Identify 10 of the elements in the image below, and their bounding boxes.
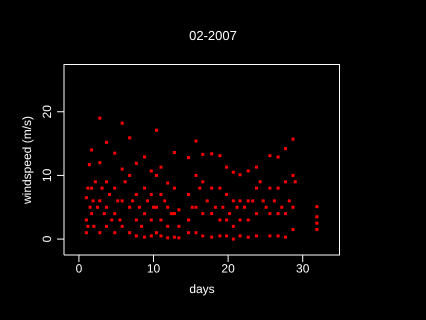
x-tick-label: 20 — [221, 262, 236, 276]
x-tick-label: 30 — [296, 262, 310, 276]
x-tick-label: 0 — [76, 262, 83, 276]
y-tick-label: 20 — [40, 104, 54, 118]
y-tick-label: 0 — [40, 235, 54, 242]
x-axis-title: days — [188, 282, 216, 296]
y-tick-label: 10 — [40, 168, 54, 182]
chart-title: 02-2007 — [188, 28, 238, 43]
x-tick-label: 10 — [146, 262, 161, 276]
y-axis-title: windspeed (m/s) — [20, 116, 34, 204]
